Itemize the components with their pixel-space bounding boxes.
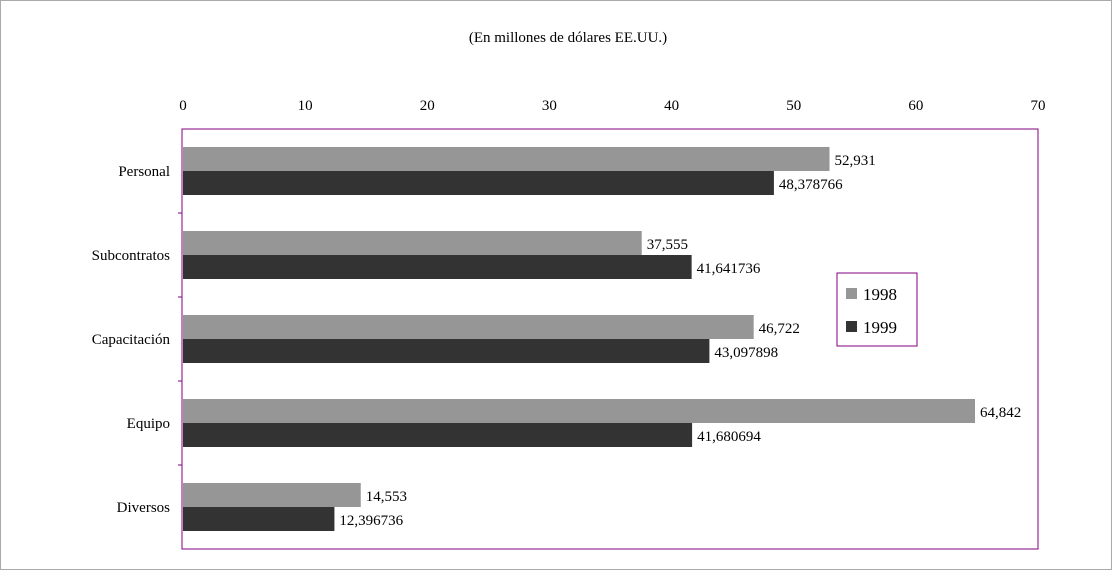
data-label-1998-capacitacion: 46,722 (759, 321, 800, 337)
data-label-1999-personal: 48,378766 (779, 177, 843, 193)
bar-1998-personal (183, 147, 830, 171)
data-label-1999-capacitacion: 43,097898 (714, 345, 778, 361)
category-labels: Personal Subcontratos Capacitación Equipo Di… (92, 164, 171, 516)
x-tick-label-0: 0 (179, 98, 187, 114)
x-tick-label-60: 60 (908, 98, 923, 114)
bars (183, 147, 975, 531)
data-label-1999-subcontratos: 41,641736 (697, 261, 761, 277)
bar-1999-diversos (183, 507, 335, 531)
legend-swatch-1999 (846, 321, 857, 332)
x-tick-label-70: 70 (1031, 98, 1046, 114)
data-label-1999-equipo: 41,680694 (697, 429, 761, 445)
legend-label-1998: 1998 (863, 285, 897, 304)
category-label-equipo: Equipo (127, 416, 170, 432)
category-axis-ticks (178, 212, 182, 466)
legend-swatch-1998 (846, 288, 857, 299)
category-label-diversos: Diversos (117, 500, 170, 516)
legend: 1998 1999 (836, 272, 918, 347)
x-axis-tick-labels: 0 10 20 30 40 50 60 70 (179, 98, 1045, 114)
bar-1998-diversos (183, 483, 361, 507)
bar-1998-subcontratos (183, 231, 642, 255)
data-labels: 52,931 48,378766 37,555 41,641736 46,722 43,0… (339, 153, 1021, 529)
bar-1999-equipo (183, 423, 693, 447)
legend-frame (836, 272, 918, 347)
bar-1999-capacitacion (183, 339, 710, 363)
bar-1999-subcontratos (183, 255, 692, 279)
bar-1999-personal (183, 171, 774, 195)
x-tick-label-10: 10 (298, 98, 313, 114)
chart-subtitle: (En millones de dólares EE.UU.) (469, 30, 667, 46)
category-label-subcontratos: Subcontratos (92, 248, 170, 264)
category-label-capacitacion: Capacitación (92, 332, 171, 348)
data-label-1998-equipo: 64,842 (980, 405, 1021, 421)
data-label-1998-personal: 52,931 (835, 153, 876, 169)
x-tick-label-50: 50 (786, 98, 801, 114)
legend-label-1999: 1999 (863, 318, 897, 337)
x-tick-label-40: 40 (664, 98, 679, 114)
bar-1998-equipo (183, 399, 975, 423)
data-label-1999-diversos: 12,396736 (339, 513, 403, 529)
data-label-1998-subcontratos: 37,555 (647, 237, 688, 253)
data-label-1998-diversos: 14,553 (366, 489, 407, 505)
x-tick-label-20: 20 (420, 98, 435, 114)
x-tick-label-30: 30 (542, 98, 557, 114)
category-label-personal: Personal (118, 164, 170, 180)
bar-1998-capacitacion (183, 315, 754, 339)
